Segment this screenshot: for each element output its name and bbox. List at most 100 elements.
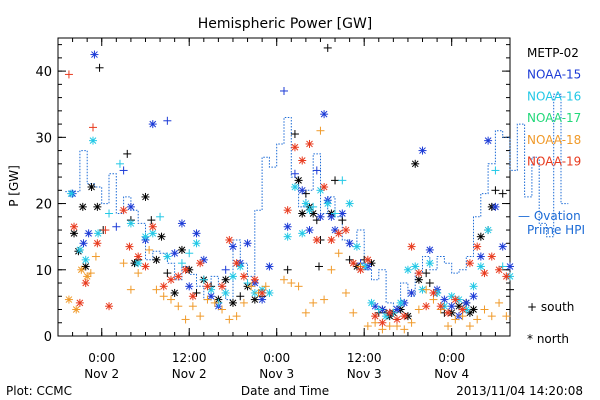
south-point bbox=[309, 298, 318, 307]
north-point bbox=[476, 252, 485, 261]
south-point bbox=[349, 308, 358, 317]
marker-stroke bbox=[72, 306, 80, 313]
south-point bbox=[105, 209, 114, 218]
satellite-points bbox=[64, 43, 514, 334]
north-point bbox=[163, 252, 172, 261]
marker-stroke bbox=[171, 249, 178, 257]
north-point bbox=[334, 229, 343, 238]
north-point bbox=[345, 199, 354, 208]
legend-entry: NOAA-16 bbox=[527, 89, 581, 103]
marker-stroke bbox=[229, 243, 237, 250]
marker-stroke bbox=[488, 253, 496, 260]
south-point bbox=[64, 70, 73, 79]
marker-stroke bbox=[258, 296, 266, 303]
x-tick-time-label: 0:00 bbox=[88, 351, 115, 365]
north-point bbox=[363, 255, 372, 264]
legend: METP-02 NOAA-15 NOAA-16 NOAA-17 NOAA-18 NOAA-… bbox=[518, 46, 585, 346]
marker-stroke bbox=[207, 286, 215, 293]
marker-stroke bbox=[448, 302, 456, 310]
marker-stroke bbox=[470, 292, 477, 300]
marker-stroke bbox=[76, 299, 84, 307]
y-tick-label: 20 bbox=[35, 198, 52, 213]
north-point bbox=[422, 302, 431, 311]
marker-stroke bbox=[258, 289, 266, 297]
south-point bbox=[232, 312, 241, 321]
north-point bbox=[425, 259, 434, 268]
marker-stroke bbox=[357, 266, 364, 274]
south-point bbox=[247, 282, 256, 291]
marker-stroke bbox=[266, 289, 273, 297]
north-point bbox=[228, 272, 237, 281]
south-point bbox=[91, 252, 100, 261]
south-point bbox=[487, 312, 496, 321]
north-point bbox=[444, 308, 453, 317]
south-point bbox=[261, 282, 270, 291]
north-point bbox=[170, 249, 179, 258]
marker-stroke bbox=[149, 230, 157, 237]
marker-stroke bbox=[506, 263, 514, 270]
north-point bbox=[177, 219, 186, 228]
marker-stroke bbox=[393, 316, 401, 323]
north-point bbox=[221, 275, 230, 284]
legend-entry: NOAA-17 bbox=[527, 111, 581, 125]
north-point bbox=[484, 226, 493, 235]
south-point bbox=[283, 265, 292, 274]
north-point bbox=[349, 259, 358, 268]
south-point bbox=[495, 298, 504, 307]
marker-stroke bbox=[371, 302, 379, 310]
marker-stroke bbox=[437, 302, 445, 310]
marker-stroke bbox=[422, 302, 430, 310]
north-point bbox=[484, 136, 493, 145]
north-point bbox=[320, 110, 329, 119]
south-point bbox=[331, 176, 340, 185]
north-point bbox=[371, 312, 380, 321]
marker-stroke bbox=[426, 259, 434, 267]
x-tick-time-label: 12:00 bbox=[347, 351, 382, 365]
marker-stroke bbox=[328, 213, 335, 221]
south-point bbox=[236, 292, 245, 301]
south-point bbox=[498, 262, 507, 271]
marker-stroke bbox=[408, 289, 415, 297]
north-point bbox=[88, 136, 97, 145]
marker-stroke bbox=[306, 226, 313, 234]
north-point bbox=[458, 305, 467, 314]
south-point bbox=[177, 259, 186, 268]
marker-stroke bbox=[393, 306, 401, 313]
north-point bbox=[290, 183, 299, 191]
north-point bbox=[72, 305, 81, 314]
marker-stroke bbox=[142, 193, 149, 201]
north-point bbox=[301, 199, 310, 208]
south-point bbox=[338, 176, 347, 185]
south-point bbox=[314, 262, 323, 271]
marker-stroke bbox=[335, 230, 343, 237]
north-point bbox=[77, 265, 86, 274]
marker-stroke bbox=[82, 263, 90, 270]
marker-stroke bbox=[174, 273, 182, 280]
north-point bbox=[134, 259, 143, 268]
x-axis-ticks: 0:00 Nov 2 12:00 Nov 2 0:00 Nov 3 12:00 Nov 3 0:… bbox=[57, 38, 511, 381]
north-point bbox=[312, 235, 321, 244]
marker-stroke bbox=[349, 259, 357, 267]
marker-stroke bbox=[284, 233, 291, 241]
north-point bbox=[177, 245, 186, 254]
marker-stroke bbox=[236, 263, 244, 270]
south-point bbox=[316, 126, 325, 135]
marker-stroke bbox=[477, 233, 485, 241]
marker-stroke bbox=[160, 282, 168, 290]
north-point bbox=[84, 229, 93, 238]
north-point bbox=[141, 232, 150, 241]
legend-south-marker: + south bbox=[527, 300, 574, 314]
north-point bbox=[294, 176, 303, 185]
y-axis-ticks: 0 10 20 30 40 bbox=[35, 44, 510, 345]
south-point bbox=[444, 322, 453, 331]
north-point bbox=[367, 298, 376, 307]
south-point bbox=[199, 275, 208, 284]
north-point bbox=[498, 242, 507, 251]
marker-stroke bbox=[313, 236, 321, 244]
marker-stroke bbox=[331, 226, 339, 234]
south-point bbox=[163, 116, 172, 125]
marker-stroke bbox=[451, 296, 459, 303]
marker-stroke bbox=[426, 246, 434, 254]
south-point bbox=[341, 288, 350, 297]
south-point bbox=[465, 322, 474, 331]
